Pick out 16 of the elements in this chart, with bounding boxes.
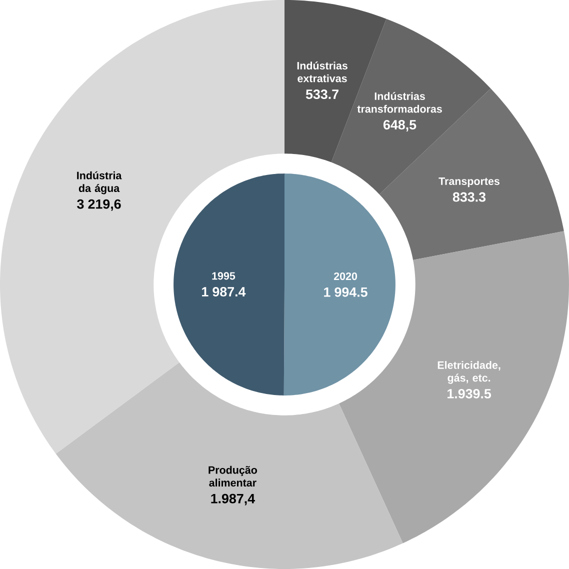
- slice-label: Indústrias transformadoras: [357, 92, 442, 113]
- slice-label: Indústrias extrativas: [297, 62, 348, 82]
- slice-label: Eletricidade, gás, etc.: [438, 361, 500, 384]
- data-label: 1.987,4: [211, 494, 255, 506]
- data-label: 1 987.4: [202, 287, 246, 297]
- slice-label: 2020: [334, 272, 358, 280]
- data-label: 533.7: [306, 90, 338, 100]
- slice-label: Produção alimentar: [208, 466, 258, 487]
- data-label: 648,5: [383, 120, 416, 132]
- data-label: 3 219,6: [77, 199, 121, 211]
- slice-label: 1995: [212, 272, 236, 280]
- data-label: 1 994.5: [324, 287, 368, 297]
- slice-label: Transportes: [438, 178, 500, 188]
- data-label: 833.3: [452, 192, 486, 202]
- data-label: 1.939.5: [448, 388, 492, 398]
- slice-label: Indústria da água: [77, 171, 122, 194]
